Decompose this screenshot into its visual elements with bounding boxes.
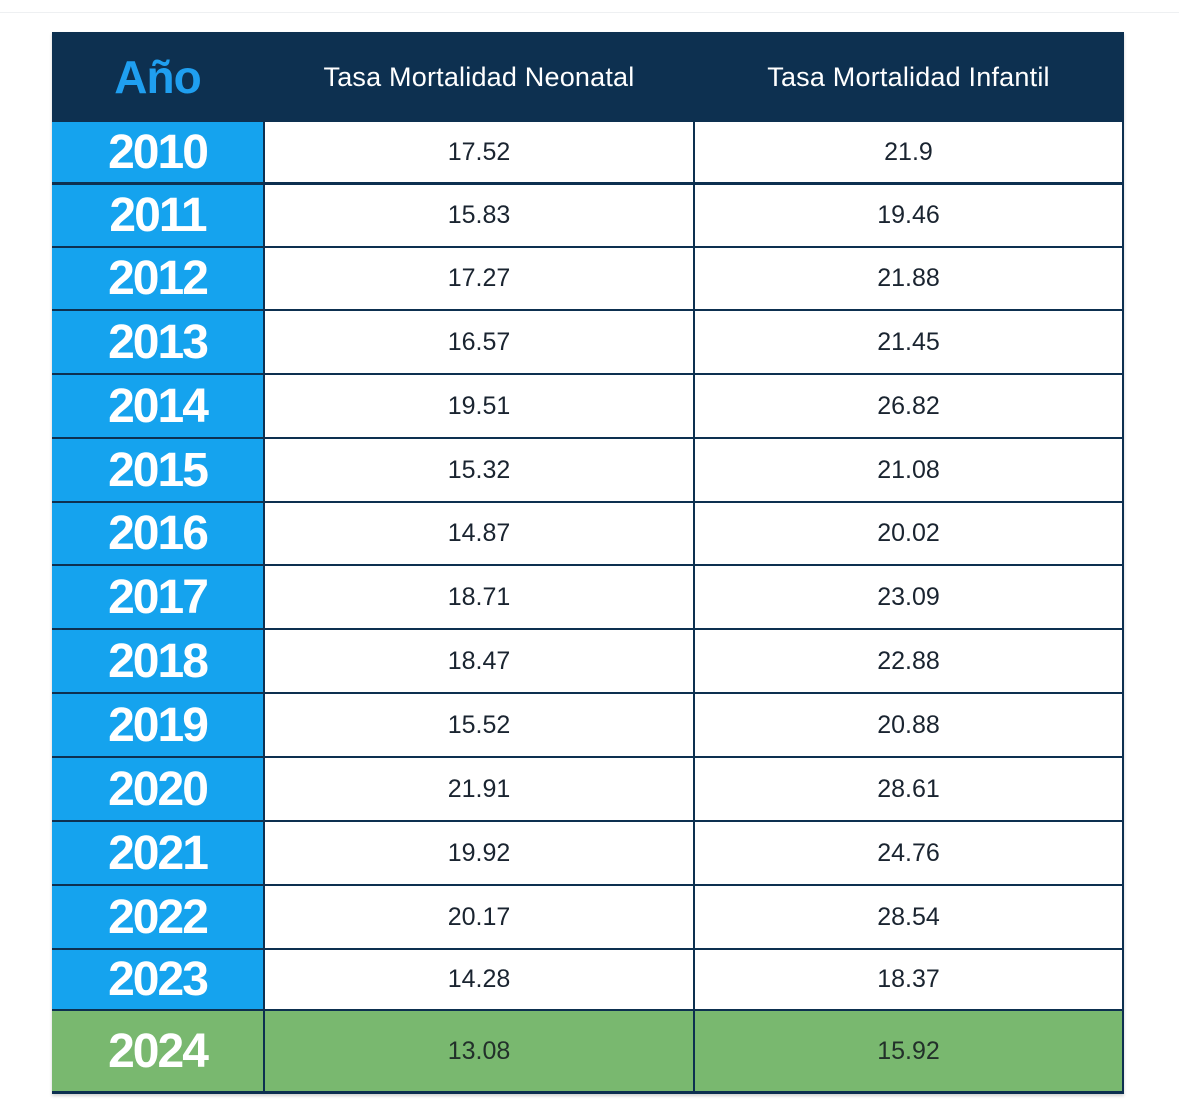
table-row: 2019 15.52 20.88 — [52, 694, 1124, 756]
infant-rate-cell: 22.88 — [695, 630, 1122, 692]
neonatal-rate-cell: 19.92 — [265, 822, 693, 884]
table-row: 2015 15.32 21.08 — [52, 439, 1124, 501]
infant-rate-cell: 24.76 — [695, 822, 1122, 884]
infant-rate-cell: 21.08 — [695, 439, 1122, 501]
year-cell: 2018 — [52, 630, 263, 692]
neonatal-rate-cell: 18.71 — [265, 566, 693, 628]
neonatal-rate-cell: 13.08 — [265, 1011, 693, 1091]
neonatal-rate-cell: 15.52 — [265, 694, 693, 756]
year-cell: 2012 — [52, 248, 263, 309]
table-row: 2024 13.08 15.92 — [52, 1011, 1124, 1091]
table-row: 2011 15.83 19.46 — [52, 185, 1124, 246]
year-cell: 2021 — [52, 822, 263, 884]
header-infantil: Tasa Mortalidad Infantil — [695, 34, 1122, 120]
table-header-row: Año Tasa Mortalidad Neonatal Tasa Mortal… — [52, 34, 1124, 120]
neonatal-rate-cell: 18.47 — [265, 630, 693, 692]
year-cell: 2024 — [52, 1011, 263, 1091]
year-cell: 2014 — [52, 375, 263, 437]
year-cell: 2017 — [52, 566, 263, 628]
infant-rate-cell: 28.54 — [695, 886, 1122, 948]
year-cell: 2016 — [52, 503, 263, 564]
infant-rate-cell: 15.92 — [695, 1011, 1122, 1091]
year-cell: 2019 — [52, 694, 263, 756]
neonatal-rate-cell: 15.32 — [265, 439, 693, 501]
table-row: 2020 21.91 28.61 — [52, 758, 1124, 820]
mortality-table: Año Tasa Mortalidad Neonatal Tasa Mortal… — [52, 32, 1124, 1094]
infant-rate-cell: 20.88 — [695, 694, 1122, 756]
year-cell: 2013 — [52, 311, 263, 373]
neonatal-rate-cell: 19.51 — [265, 375, 693, 437]
year-cell: 2015 — [52, 439, 263, 501]
infant-rate-cell: 21.88 — [695, 248, 1122, 309]
neonatal-rate-cell: 21.91 — [265, 758, 693, 820]
header-neonatal: Tasa Mortalidad Neonatal — [265, 34, 693, 120]
neonatal-rate-cell: 16.57 — [265, 311, 693, 373]
neonatal-rate-cell: 17.52 — [265, 122, 693, 182]
neonatal-rate-cell: 17.27 — [265, 248, 693, 309]
neonatal-rate-cell: 14.87 — [265, 503, 693, 564]
top-divider — [0, 12, 1179, 13]
neonatal-rate-cell: 20.17 — [265, 886, 693, 948]
table-row: 2014 19.51 26.82 — [52, 375, 1124, 437]
infant-rate-cell: 23.09 — [695, 566, 1122, 628]
table-row: 2021 19.92 24.76 — [52, 822, 1124, 884]
infant-rate-cell: 26.82 — [695, 375, 1122, 437]
table-row: 2022 20.17 28.54 — [52, 886, 1124, 948]
table-row: 2016 14.87 20.02 — [52, 503, 1124, 564]
table-row: 2018 18.47 22.88 — [52, 630, 1124, 692]
year-cell: 2023 — [52, 950, 263, 1009]
year-cell: 2020 — [52, 758, 263, 820]
table-row: 2013 16.57 21.45 — [52, 311, 1124, 373]
infant-rate-cell: 21.9 — [695, 122, 1122, 182]
table-row: 2010 17.52 21.9 — [52, 122, 1124, 182]
infant-rate-cell: 21.45 — [695, 311, 1122, 373]
table-row: 2017 18.71 23.09 — [52, 566, 1124, 628]
infant-rate-cell: 28.61 — [695, 758, 1122, 820]
infant-rate-cell: 18.37 — [695, 950, 1122, 1009]
infant-rate-cell: 19.46 — [695, 185, 1122, 246]
infant-rate-cell: 20.02 — [695, 503, 1122, 564]
year-cell: 2022 — [52, 886, 263, 948]
year-cell: 2010 — [52, 122, 263, 182]
neonatal-rate-cell: 15.83 — [265, 185, 693, 246]
header-year: Año — [52, 34, 263, 120]
table-row: 2023 14.28 18.37 — [52, 950, 1124, 1009]
neonatal-rate-cell: 14.28 — [265, 950, 693, 1009]
year-cell: 2011 — [52, 185, 263, 246]
table-row: 2012 17.27 21.88 — [52, 248, 1124, 309]
